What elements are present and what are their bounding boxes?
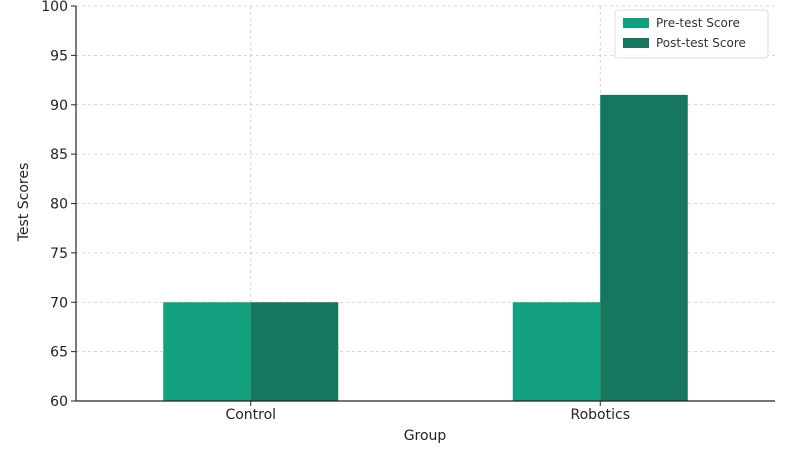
legend-label: Post-test Score: [656, 36, 746, 50]
x-tick-label: Control: [225, 407, 276, 423]
legend-swatch: [623, 18, 649, 28]
bars: [163, 94, 688, 401]
tick-labels: 60 65 70 75 80 85 90 95 100 Control Robotics: [41, 0, 630, 423]
bar-post-test-score-robotics: [600, 94, 688, 401]
y-tick-label: 85: [50, 147, 68, 163]
y-tick-label: 65: [50, 345, 68, 361]
axes: [71, 5, 775, 406]
legend: Pre-test Score Post-test Score: [614, 9, 769, 59]
y-axis-title: Test Scores: [16, 163, 32, 243]
legend-swatch: [623, 38, 649, 48]
y-tick-label: 95: [50, 48, 68, 64]
x-axis-title: Group: [404, 428, 447, 444]
y-tick-label: 60: [50, 394, 68, 410]
legend-box: [614, 9, 769, 59]
y-tick-label: 80: [50, 197, 68, 213]
bar-pre-test-score-control: [163, 302, 251, 401]
bar-post-test-score-control: [250, 302, 339, 401]
y-tick-label: 90: [50, 98, 68, 114]
y-tick-label: 100: [41, 0, 68, 15]
bar-pre-test-score-robotics: [512, 302, 601, 401]
y-tick-label: 75: [50, 246, 68, 262]
legend-label: Pre-test Score: [656, 16, 740, 30]
x-tick-label: Robotics: [571, 407, 631, 423]
y-tick-label: 70: [50, 295, 68, 311]
